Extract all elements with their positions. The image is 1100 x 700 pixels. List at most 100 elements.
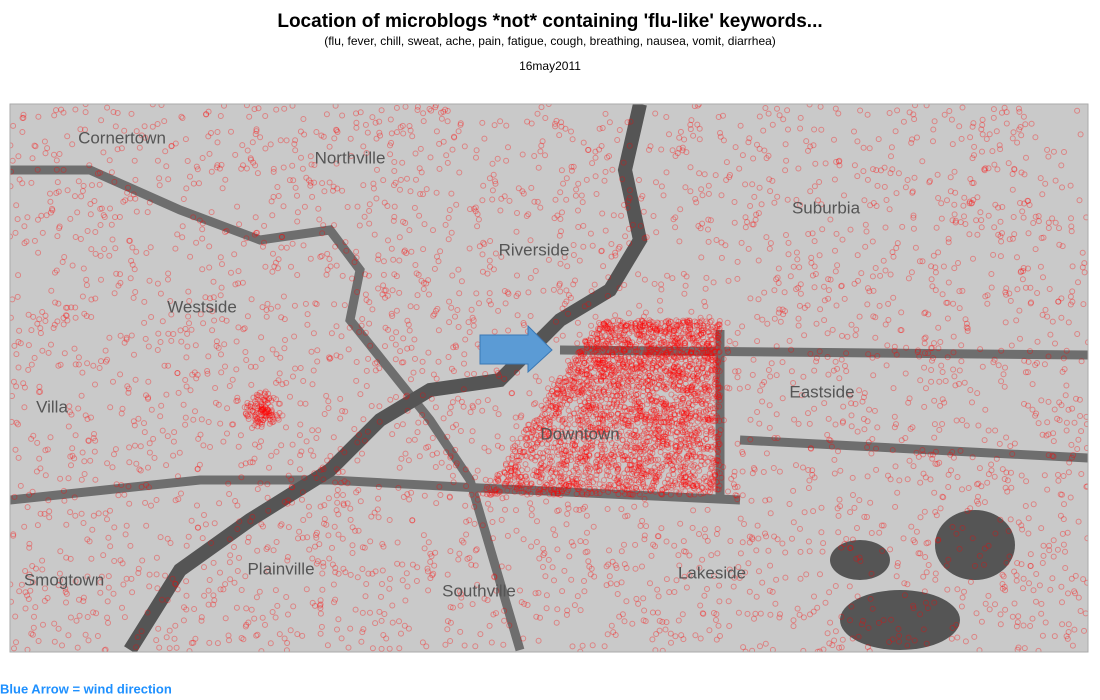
point xyxy=(1039,632,1046,639)
point xyxy=(684,436,691,443)
point xyxy=(628,479,635,486)
point xyxy=(181,604,187,611)
point xyxy=(624,204,631,211)
point xyxy=(948,467,954,474)
point xyxy=(278,314,285,321)
point xyxy=(751,193,758,200)
point xyxy=(317,605,324,612)
point xyxy=(404,175,410,182)
point xyxy=(1058,162,1065,169)
point xyxy=(39,309,46,315)
point xyxy=(682,416,689,423)
point xyxy=(703,357,710,364)
point xyxy=(353,254,360,261)
point xyxy=(497,118,504,125)
point xyxy=(612,562,619,569)
point xyxy=(412,150,419,157)
point xyxy=(51,112,58,119)
point xyxy=(945,471,952,478)
point xyxy=(502,300,509,307)
point xyxy=(432,104,439,111)
point xyxy=(596,146,603,153)
point xyxy=(812,271,819,277)
point xyxy=(246,113,253,120)
point xyxy=(961,213,967,220)
point xyxy=(783,232,789,238)
point xyxy=(715,114,722,120)
point xyxy=(932,570,939,577)
point xyxy=(192,635,199,642)
point xyxy=(98,276,104,283)
point xyxy=(220,586,227,593)
point xyxy=(1082,610,1088,617)
point xyxy=(966,200,973,207)
point xyxy=(979,116,986,123)
point xyxy=(629,417,636,424)
point xyxy=(568,576,575,583)
point xyxy=(498,516,505,523)
point xyxy=(442,221,449,228)
point xyxy=(150,435,157,442)
point xyxy=(34,320,41,327)
point xyxy=(782,141,789,148)
point xyxy=(426,291,432,298)
point xyxy=(697,635,704,642)
point xyxy=(357,391,364,398)
point xyxy=(1038,397,1045,404)
point xyxy=(935,195,942,201)
point xyxy=(563,298,570,305)
point xyxy=(756,568,762,575)
point xyxy=(216,500,223,507)
point xyxy=(682,407,689,413)
point xyxy=(706,314,713,321)
point xyxy=(706,416,713,423)
point xyxy=(654,609,661,616)
point xyxy=(107,507,113,514)
point xyxy=(749,470,756,477)
point xyxy=(1047,331,1054,338)
point xyxy=(414,292,421,299)
point xyxy=(484,397,491,404)
point xyxy=(489,187,496,194)
point xyxy=(618,323,625,329)
point xyxy=(296,466,303,473)
point xyxy=(985,592,992,599)
point xyxy=(486,622,493,629)
point xyxy=(22,605,29,612)
point xyxy=(939,369,946,375)
point xyxy=(1040,542,1047,549)
point xyxy=(868,450,875,457)
point xyxy=(805,410,811,417)
point xyxy=(843,350,850,357)
point xyxy=(756,145,763,152)
point xyxy=(42,585,48,592)
point xyxy=(588,473,595,480)
point xyxy=(221,104,227,109)
point xyxy=(226,559,233,566)
point xyxy=(255,105,262,112)
point xyxy=(247,363,254,370)
point xyxy=(118,410,125,417)
point xyxy=(81,471,88,477)
point xyxy=(945,556,952,563)
point xyxy=(291,302,298,309)
point xyxy=(498,195,505,202)
point xyxy=(605,274,612,281)
point xyxy=(292,137,299,144)
point xyxy=(518,478,525,485)
point xyxy=(746,533,753,540)
point xyxy=(337,395,344,402)
point xyxy=(736,385,743,392)
point xyxy=(642,457,649,464)
point xyxy=(144,609,151,616)
point xyxy=(931,421,938,428)
point xyxy=(889,636,896,643)
point xyxy=(429,435,436,441)
point xyxy=(53,190,60,196)
point xyxy=(393,104,400,111)
point xyxy=(492,487,498,493)
point xyxy=(984,479,991,486)
point xyxy=(174,370,181,377)
point xyxy=(64,133,71,140)
